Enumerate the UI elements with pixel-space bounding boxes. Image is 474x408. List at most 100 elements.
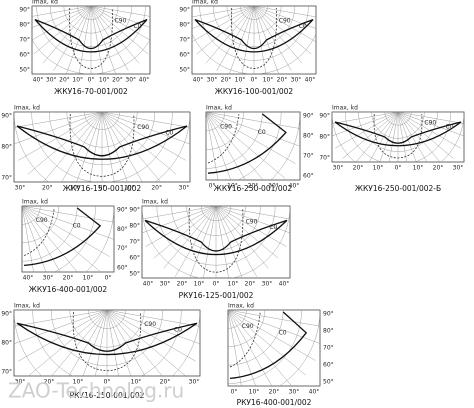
radial-line [106,310,200,345]
radial-line [206,112,300,129]
angle-label: 30° [15,379,26,386]
angle-label: 10° [73,379,84,386]
panel-caption: ЖКУ16-100-001/002 [215,87,294,96]
angle-label: 0° [99,185,106,192]
unit-label: Imax, kd [142,199,168,206]
radial-line [28,310,108,376]
grid [192,6,316,74]
curve-c0 [229,311,261,368]
radial-line [101,112,143,182]
angle-label: 90° [129,207,140,214]
angle-label: 60° [19,52,30,59]
angle-label: 80° [19,22,30,29]
angle-label: 70° [1,175,12,182]
angle-label: 30° [291,77,302,84]
radial-line [215,206,290,234]
radial-line [397,112,454,159]
unit-label: Imax, kd [32,0,58,6]
angle-label: 10° [413,165,424,172]
radial-line [228,310,293,386]
radial-line [14,112,103,145]
angle-label: 10° [99,77,110,84]
arc [156,206,276,266]
arc [36,6,146,61]
angle-label: 20° [112,77,123,84]
angle-label: 40° [289,183,300,190]
curve-label: C90 [115,17,127,24]
angle-label: 80° [1,340,12,347]
radial-line [228,310,320,327]
radial-line [22,206,61,272]
grid [32,6,150,74]
angle-label: 70° [319,155,330,162]
angle-label: 40° [193,77,204,84]
radial-line [397,112,408,162]
arc [32,310,182,376]
radial-line [82,310,108,376]
angle-label: 20° [245,281,256,288]
curve-label: C90 [36,217,48,224]
radial-line [355,112,399,162]
radial-line [68,310,108,376]
angle-label: 70° [1,369,12,376]
radial-line [397,112,441,162]
radial-line [106,310,163,376]
angle-label: 0° [231,389,238,396]
curve-label: C90 [424,120,436,127]
curve-c0 [69,7,113,69]
angle-label: 50° [323,379,334,386]
radial-line [61,112,103,182]
curve-label: C0 [133,23,141,30]
angle-label: 50° [19,67,30,74]
angle-label: 50° [179,67,190,74]
radial-line [206,112,286,179]
angle-label: 10° [83,275,94,282]
angle-label: 30° [268,183,279,190]
angle-label: 10° [131,379,142,386]
curve-c0 [72,311,142,372]
radial-line [192,6,255,43]
grid [228,310,320,386]
radial-line [32,6,92,28]
angle-label: 90° [179,7,190,14]
panel-caption: ЖКУ16-250-001/002-Б [355,184,441,193]
radial-line [22,206,114,223]
radial-line [215,206,287,247]
angle-label: 90° [1,113,12,120]
radial-line [14,310,108,345]
radial-line [90,6,149,55]
radial-line [53,6,92,71]
curve-label: C90 [220,123,232,130]
angle-label: 30° [43,275,54,282]
angle-label: 30° [262,281,273,288]
curve-c0 [231,7,277,69]
grid [206,112,300,180]
radial-line [215,206,229,278]
radial-line [90,6,140,64]
curve-c0 [23,207,55,256]
angle-label: 20° [44,379,55,386]
radial-line [206,112,231,180]
grid [332,112,464,162]
grid [142,206,290,278]
radial-line [388,112,399,162]
arc [228,310,265,347]
curve-c90 [34,18,148,53]
angle-label: 20° [59,77,70,84]
radial-line [397,112,464,137]
angle-label: 80° [129,223,140,230]
angle-label: 20° [177,281,188,288]
radial-line [241,6,255,74]
curve-label: C0 [165,130,173,137]
angle-label: 10° [72,77,83,84]
angle-label: 60° [323,362,334,369]
angle-label: 30° [289,389,300,396]
angle-label: 80° [179,22,190,29]
angle-label: 30° [179,185,190,192]
radial-line [101,112,161,182]
arc [240,6,268,20]
angle-label: 60° [117,265,128,272]
